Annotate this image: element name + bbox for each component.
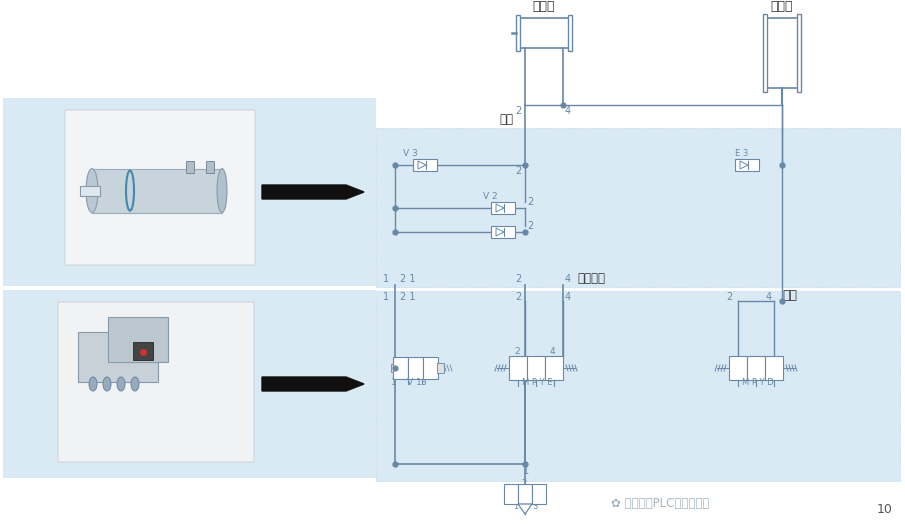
Ellipse shape [217,169,227,213]
Bar [413,159,437,171]
Text: M P Y E: M P Y E [522,378,552,387]
Text: 4: 4 [766,292,772,302]
Text: 4: 4 [565,106,571,116]
Polygon shape [496,204,504,212]
Bar [545,356,563,380]
Bar [519,18,569,48]
Bar [3,98,376,286]
Text: 3: 3 [420,378,425,387]
Polygon shape [418,161,426,169]
Text: 2: 2 [521,479,526,488]
Bar [509,356,527,380]
Bar [80,185,100,195]
Ellipse shape [103,377,111,391]
Bar [393,357,408,379]
Polygon shape [518,504,532,514]
Text: 10: 10 [877,503,893,516]
Text: 2: 2 [514,347,519,356]
Bar [504,484,518,504]
Bar [729,356,747,380]
Text: 1: 1 [391,378,396,387]
Text: 2: 2 [527,197,533,207]
Ellipse shape [89,377,97,391]
Bar [206,160,214,172]
Bar [376,291,900,481]
Text: 2 1: 2 1 [400,292,415,302]
Bar [3,290,376,478]
Polygon shape [496,228,504,236]
Bar [766,18,798,88]
Text: M P Y D: M P Y D [742,378,774,387]
Polygon shape [740,161,748,169]
Bar [133,342,153,360]
Ellipse shape [131,377,139,391]
Bar [78,332,158,382]
Bar [491,202,515,214]
Text: 1: 1 [523,466,529,476]
Bar [108,317,168,362]
Text: 1: 1 [383,274,389,284]
Bar [423,357,438,379]
Text: 阀块: 阀块 [783,289,797,302]
Text: 附加模块: 附加模块 [577,272,605,285]
Ellipse shape [117,377,125,391]
Bar [568,15,572,51]
Text: V 2: V 2 [483,192,498,201]
Text: 2: 2 [726,292,732,302]
Bar [516,15,520,51]
Text: 2: 2 [515,292,521,302]
Bar [65,110,255,265]
Text: 1: 1 [383,292,389,302]
Bar [391,364,393,372]
Bar [763,14,767,92]
Text: 4: 4 [565,292,571,302]
Text: 2: 2 [515,166,521,176]
Text: 4: 4 [565,274,571,284]
Bar [491,226,515,238]
Text: E 3: E 3 [735,149,748,158]
Bar [58,302,254,462]
Bar [797,14,801,92]
Text: V 3: V 3 [403,149,418,158]
Bar [437,363,444,373]
Text: 3: 3 [532,502,538,511]
FancyArrow shape [262,377,364,391]
Bar [735,159,759,171]
Text: 方向: 方向 [499,113,513,126]
Bar [186,160,194,172]
Text: V 1: V 1 [407,378,422,387]
Bar [527,356,545,380]
Text: 2: 2 [515,274,521,284]
Ellipse shape [86,169,98,213]
Text: 2: 2 [515,106,521,116]
Bar [518,484,532,504]
Text: 主气缸: 主气缸 [533,0,556,13]
Text: 2: 2 [527,221,533,231]
Bar [532,484,546,504]
Bar [408,357,423,379]
Text: 平衡缸: 平衡缸 [771,0,794,13]
Text: ✿ 机器人及PLC自动化应用: ✿ 机器人及PLC自动化应用 [611,497,710,510]
Bar [92,169,222,213]
Text: 1: 1 [513,502,519,511]
FancyArrow shape [262,185,364,199]
Bar [765,356,783,380]
Text: 4: 4 [550,347,556,356]
Bar [376,128,900,287]
Bar [747,356,765,380]
Text: 2 1: 2 1 [400,274,415,284]
